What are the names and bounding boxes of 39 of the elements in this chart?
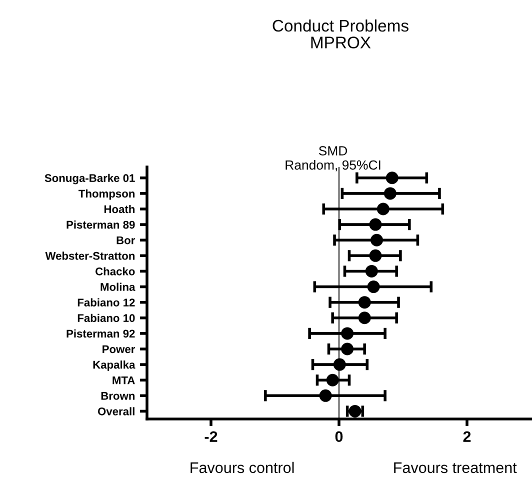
point (369, 249, 382, 262)
point (341, 327, 354, 340)
point (358, 296, 371, 309)
point (384, 187, 396, 200)
y-tick-label: Hoath (104, 204, 135, 214)
point (341, 342, 354, 356)
y-tick-label: Overall (98, 407, 134, 416)
y-tick-label: Fabiano 12 (78, 298, 135, 306)
y-tick-label: Webster-Stratton (45, 252, 135, 260)
y-tick-label: Kapalka (93, 360, 136, 371)
y-tick-label: Pisterman 92 (66, 329, 135, 338)
point (333, 358, 346, 371)
chart-subtitle: SMD Random, 95%CI (286, 146, 380, 172)
y-tick-label: Sonuga-Barke 01 (44, 174, 135, 184)
y-tick-label: Brown (101, 392, 135, 400)
point (365, 264, 378, 278)
point (319, 389, 332, 402)
point (367, 280, 380, 294)
text: Favours control (190, 462, 294, 474)
y-tick-label: Molina (100, 282, 136, 291)
y-tick-label: Chacko (96, 267, 135, 276)
chart-title: Conduct Problems MPROX (272, 19, 408, 48)
point (358, 312, 371, 324)
point (376, 202, 390, 216)
y-tick-label: Fabiano 10 (78, 314, 135, 322)
point (370, 234, 384, 246)
point (369, 218, 382, 231)
y-tick-label: MTA (112, 376, 135, 384)
y-tick-label: Thompson (78, 189, 135, 200)
y-tick-label: Bor (116, 236, 136, 244)
text: Favours treatment (394, 462, 517, 474)
x-tick-label: 2 (463, 431, 471, 442)
x-tick-label: -2 (204, 431, 218, 442)
y-tick-label: Power (102, 345, 136, 354)
point (386, 172, 398, 184)
point (326, 374, 339, 386)
y-tick-label: Pisterman 89 (66, 220, 135, 229)
x-tick-label: 0 (335, 431, 343, 442)
point (348, 404, 362, 418)
